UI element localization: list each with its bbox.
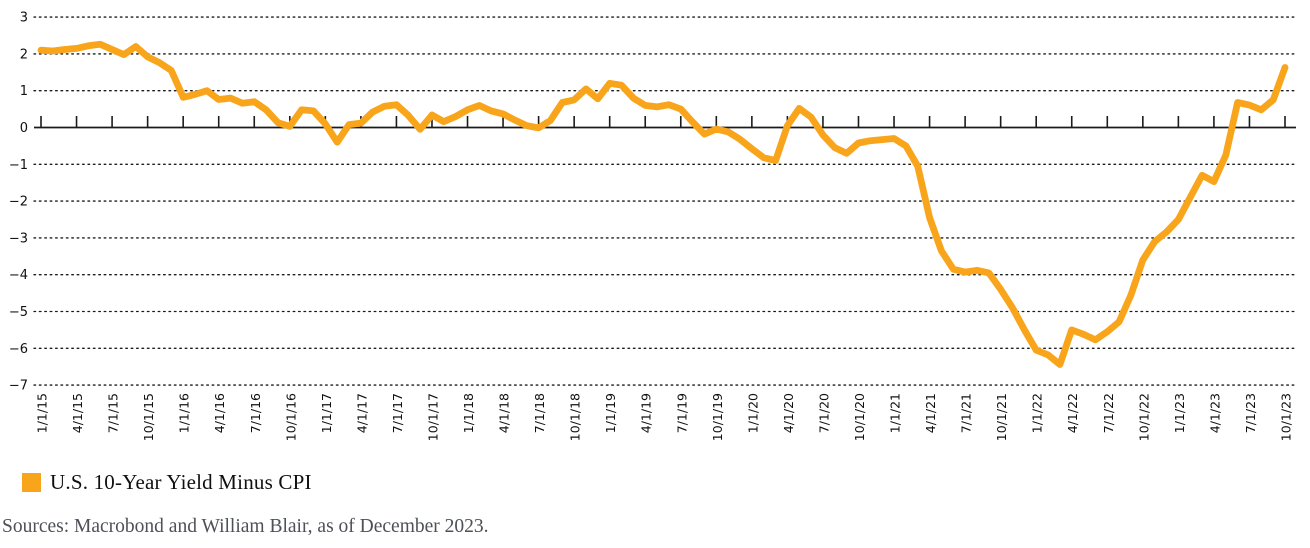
x-axis-tick-label: 4/1/18 bbox=[497, 393, 512, 433]
x-axis-tick-label: 7/1/21 bbox=[959, 393, 974, 433]
x-axis-tick-label: 1/1/17 bbox=[319, 393, 334, 433]
y-axis-tick-label: −1 bbox=[9, 158, 28, 173]
y-axis-tick-label: 2 bbox=[20, 47, 28, 62]
legend-swatch-icon bbox=[22, 472, 41, 492]
y-axis-tick-label: 0 bbox=[20, 121, 28, 136]
legend: U.S. 10-Year Yield Minus CPI bbox=[22, 469, 312, 494]
x-axis-tick-label: 1/1/18 bbox=[461, 393, 476, 433]
x-axis-tick-label: 1/1/19 bbox=[603, 393, 618, 433]
x-axis-tick-label: 4/1/21 bbox=[923, 393, 938, 433]
source-note: Sources: Macrobond and William Blair, as… bbox=[2, 516, 489, 537]
x-axis-tick-label: 1/1/22 bbox=[1030, 393, 1045, 433]
x-axis-tick-label: 7/1/19 bbox=[674, 393, 689, 433]
x-axis-tick-label: 1/1/20 bbox=[745, 393, 760, 433]
x-axis-tick-label: 7/1/20 bbox=[816, 393, 831, 433]
x-axis-tick-label: 10/1/20 bbox=[852, 393, 867, 441]
x-axis-tick-label: 7/1/16 bbox=[248, 393, 263, 433]
x-axis-tick-label: 7/1/18 bbox=[532, 393, 547, 433]
y-axis-tick-label: −4 bbox=[9, 268, 28, 283]
y-axis-tick-label: 1 bbox=[20, 84, 28, 99]
x-axis-tick-label: 4/1/19 bbox=[639, 393, 654, 433]
x-axis-tick-label: 4/1/15 bbox=[70, 393, 85, 433]
y-axis-tick-label: −2 bbox=[9, 195, 28, 210]
series-line-10y-minus-cpi bbox=[37, 40, 1289, 368]
x-axis-tick-label: 10/1/15 bbox=[141, 393, 156, 441]
x-axis-tick-label: 7/1/17 bbox=[390, 393, 405, 433]
x-axis-tick-label: 4/1/20 bbox=[781, 393, 796, 433]
x-axis-tick-label: 10/1/21 bbox=[994, 393, 1009, 441]
x-axis-tick-label: 1/1/21 bbox=[888, 393, 903, 433]
x-axis-tick-label: 4/1/16 bbox=[212, 393, 227, 433]
line-chart: 3 2 1 0 −1 −2 −3 −4 −5 −6 −7 1/1/15 4/1/15 7/1/15 10/1… bbox=[9, 11, 1297, 441]
x-axis-tick-label: 10/1/19 bbox=[710, 393, 725, 441]
x-axis-tick-label: 10/1/22 bbox=[1136, 393, 1151, 441]
x-axis-tick-label: 4/1/22 bbox=[1065, 393, 1080, 433]
x-axis-tick-label: 10/1/16 bbox=[283, 393, 298, 441]
x-axis-tick-label: 1/1/16 bbox=[177, 393, 192, 433]
x-axis-tick-label: 1/1/15 bbox=[35, 393, 50, 433]
x-axis-tick-label: 10/1/17 bbox=[425, 393, 440, 441]
y-axis-tick-label: −5 bbox=[9, 305, 28, 320]
x-axis-tick-label: 1/1/23 bbox=[1172, 393, 1187, 433]
x-axis-tick-label: 7/1/22 bbox=[1101, 393, 1116, 433]
y-axis-tick-label: 3 bbox=[20, 11, 28, 26]
y-axis-tick-label: −6 bbox=[9, 342, 28, 357]
legend-label: U.S. 10-Year Yield Minus CPI bbox=[50, 469, 312, 494]
x-axis-tick-label: 10/1/23 bbox=[1279, 393, 1294, 441]
x-axis-tick-label: 4/1/23 bbox=[1207, 393, 1222, 433]
x-axis-tick-label: 4/1/17 bbox=[354, 393, 369, 433]
y-axis-tick-label: −3 bbox=[9, 231, 28, 246]
x-axis-tick-label: 10/1/18 bbox=[568, 393, 583, 441]
x-axis-tick-label: 7/1/23 bbox=[1243, 393, 1258, 433]
x-axis-tick-label: 7/1/15 bbox=[106, 393, 121, 433]
y-axis-tick-label: −7 bbox=[9, 379, 28, 394]
